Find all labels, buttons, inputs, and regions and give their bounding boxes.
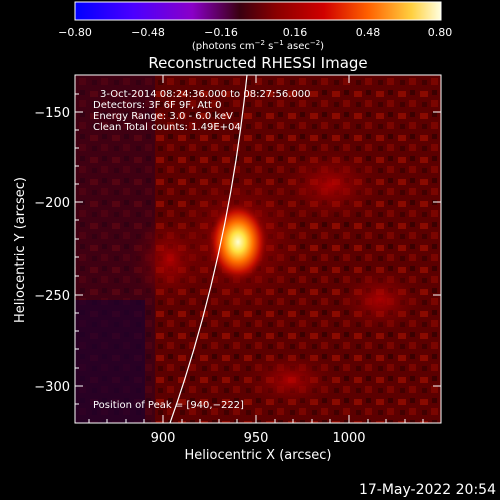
colorbar-tick: 0.80: [428, 26, 453, 39]
colorbar-tick: 0.16: [283, 26, 308, 39]
colorbar-tick: −0.16: [204, 26, 238, 39]
y-tick-label: −150: [34, 106, 70, 121]
flare-source: [208, 202, 268, 282]
time-range-text: 3-Oct-2014 08:24:36.000 to 08:27:56.000: [100, 89, 311, 100]
colorbar-ticks: −0.80 −0.48 −0.16 0.16 0.48 0.80: [58, 26, 452, 39]
colorbar-tick: 0.48: [356, 26, 381, 39]
x-tick-label: 950: [244, 431, 269, 446]
colorbar-units: (photons cm−2 s−1 asec−2): [192, 39, 324, 52]
x-tick-label: 900: [151, 431, 176, 446]
y-tick-label: −300: [34, 380, 70, 395]
y-axis-tick-labels: −150 −200 −250 −300: [34, 106, 70, 395]
peak-position-text: Position of Peak = [940,−222]: [93, 400, 244, 411]
x-axis-tick-marks: [88, 75, 424, 423]
observation-info: 3-Oct-2014 08:24:36.000 to 08:27:56.000 …: [93, 89, 311, 133]
colorbar-tick: −0.80: [58, 26, 92, 39]
plot-title: Reconstructed RHESSI Image: [148, 54, 367, 72]
rhessi-image-map: [75, 75, 441, 423]
method-counts-text: Clean Total counts: 1.49E+04: [93, 122, 241, 133]
x-tick-label: 1000: [332, 431, 365, 446]
plot-frame: [74, 74, 442, 424]
y-axis-tick-marks: [75, 93, 441, 405]
colorbar: [74, 1, 442, 21]
energy-range-text: Energy Range: 3.0 - 6.0 keV: [93, 111, 233, 122]
colorbar-tick: −0.48: [131, 26, 165, 39]
x-axis-label: Heliocentric X (arcsec): [185, 448, 332, 463]
x-axis-tick-labels: 900 950 1000: [151, 431, 366, 446]
y-axis-label: Heliocentric Y (arcsec): [13, 177, 28, 323]
footer-date: 17-May-2022 20:54: [359, 482, 496, 498]
detectors-text: Detectors: 3F 6F 9F, Att 0: [93, 100, 221, 111]
y-tick-label: −200: [34, 196, 70, 211]
solar-limb-line: [169, 75, 248, 423]
y-tick-label: −250: [34, 289, 70, 304]
